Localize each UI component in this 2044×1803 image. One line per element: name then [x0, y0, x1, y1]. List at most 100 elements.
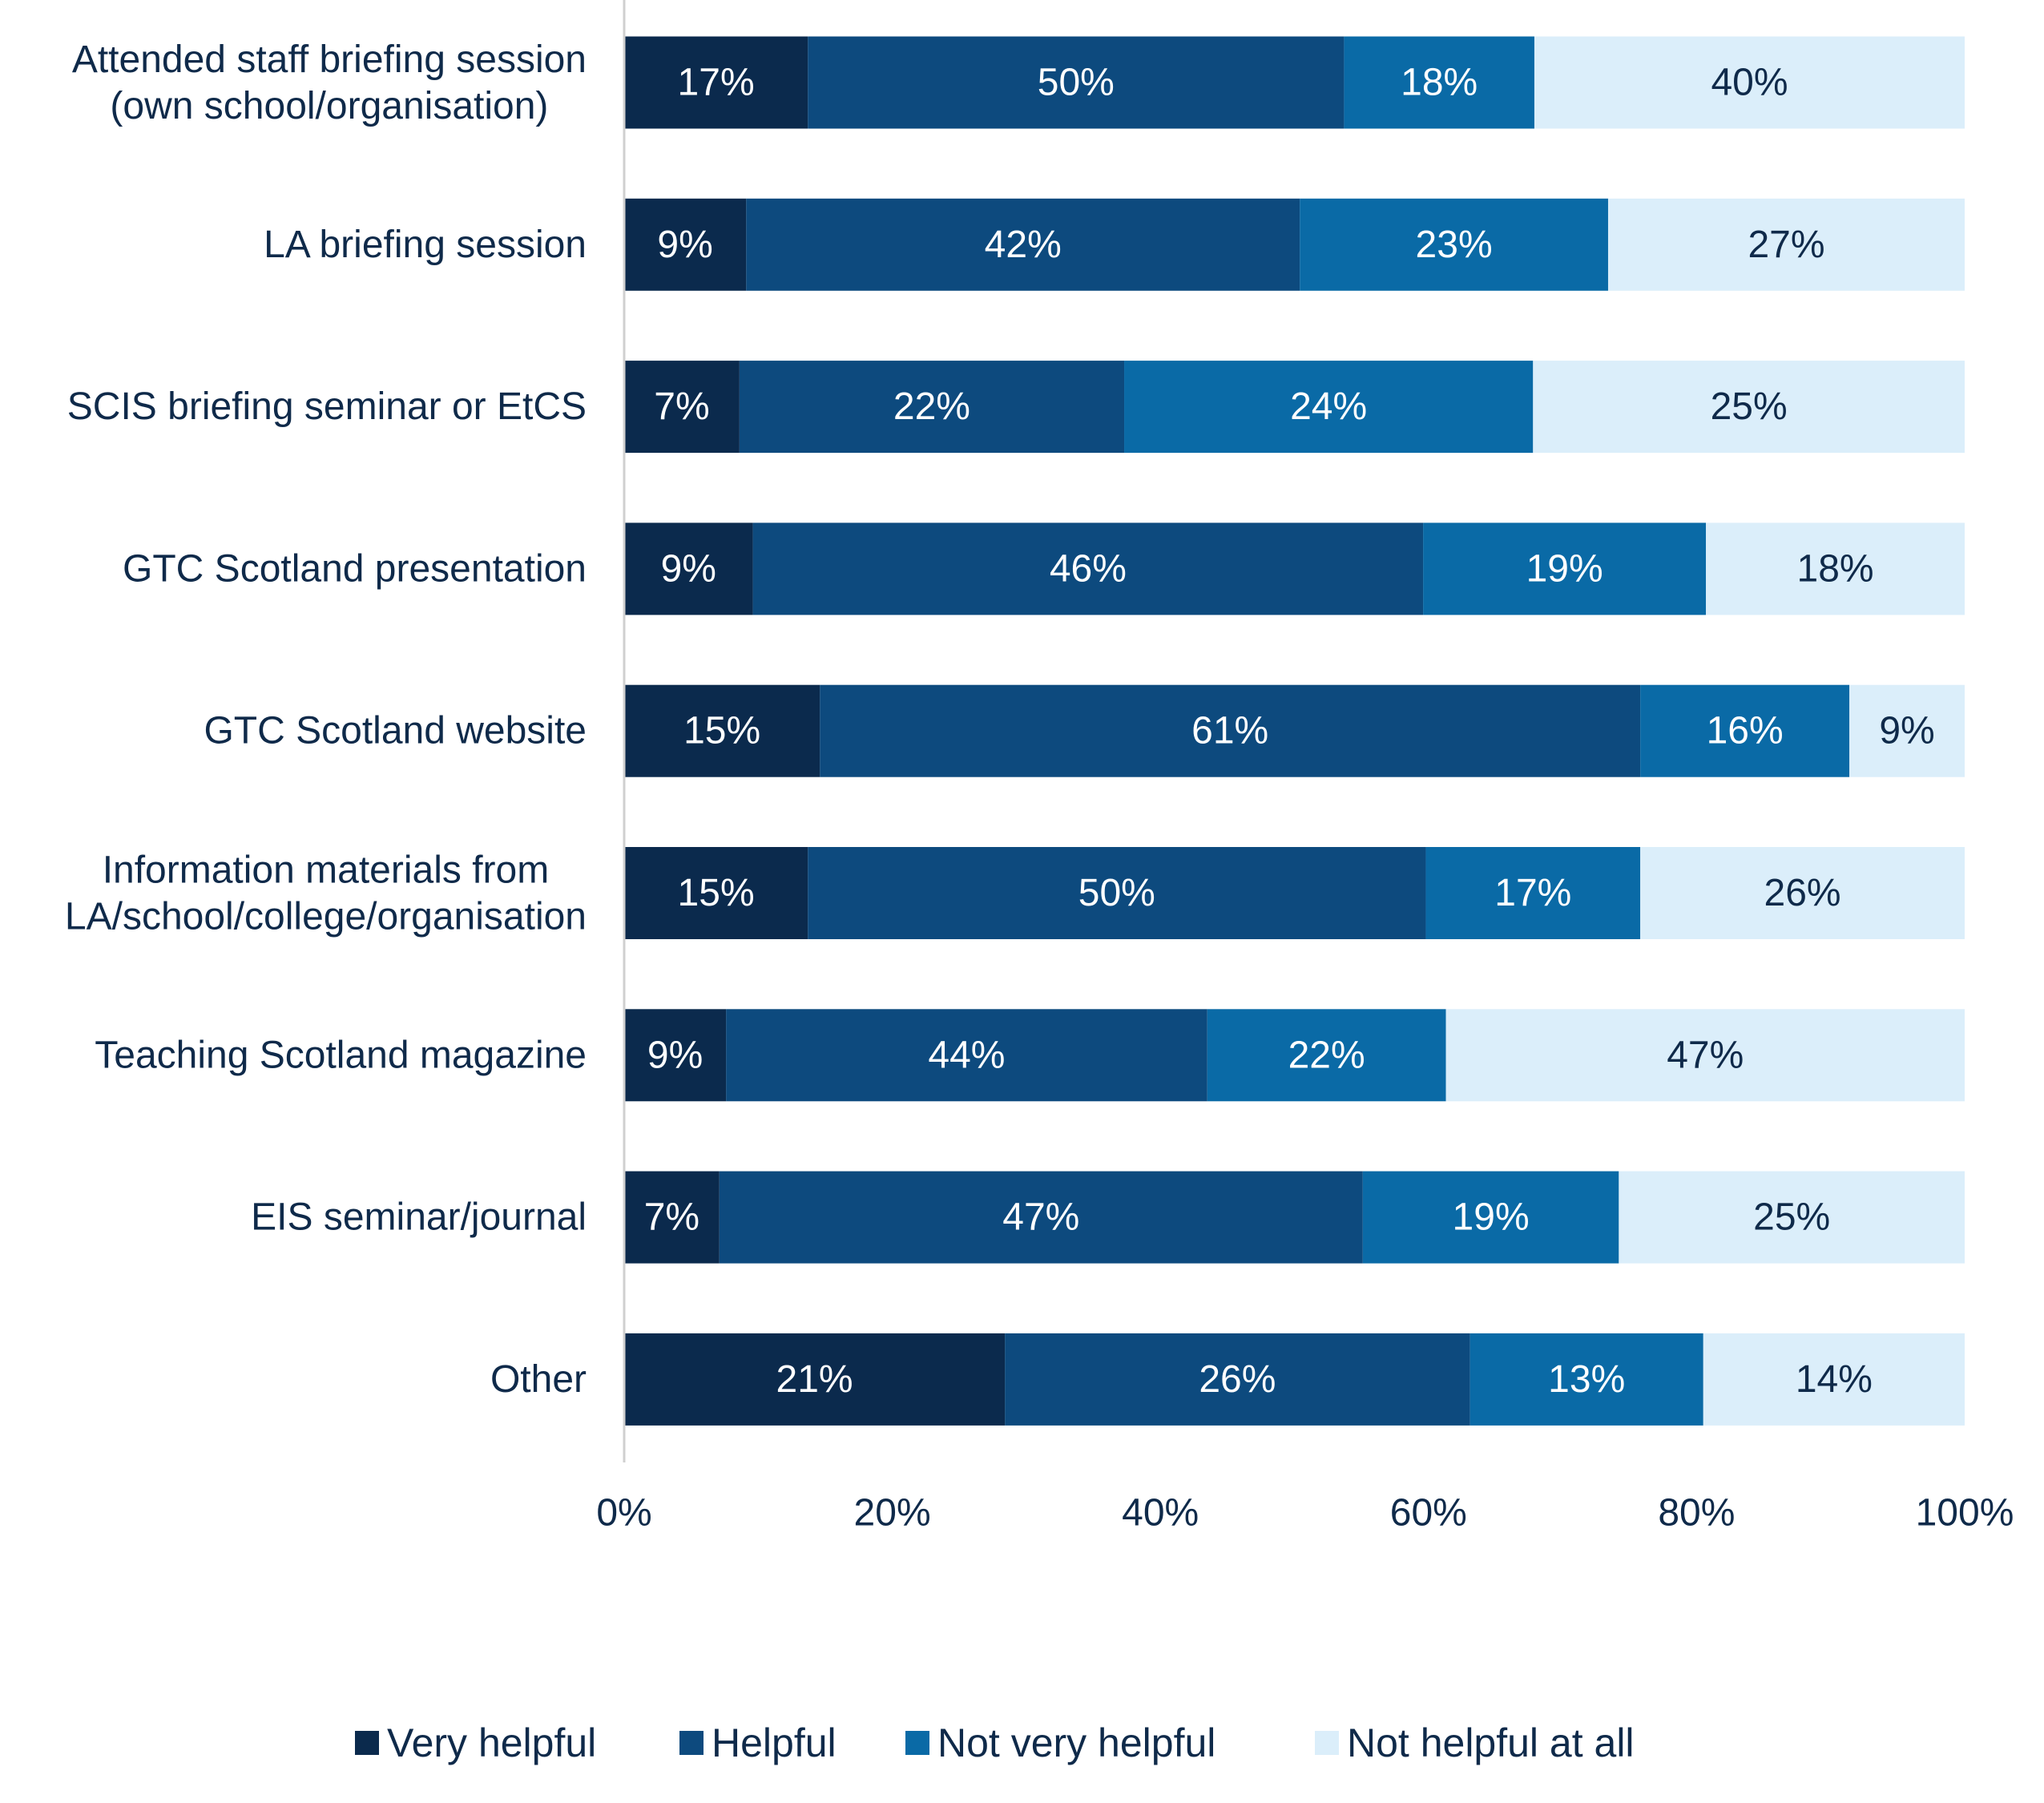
x-tick-label: 20% — [854, 1492, 931, 1535]
x-tick-label: 80% — [1658, 1492, 1735, 1535]
category-label: Other — [490, 1358, 587, 1401]
bar-data-label: 15% — [683, 710, 760, 752]
bar-data-label: 21% — [776, 1358, 853, 1401]
bar-data-label: 50% — [1078, 872, 1155, 914]
bar-segment — [624, 1171, 720, 1264]
bar-segment — [1534, 36, 1965, 129]
bar-data-label: 9% — [661, 547, 716, 590]
category-label: SCIS briefing seminar or EtCS — [67, 385, 587, 428]
x-tick-label: 100% — [1916, 1492, 2014, 1535]
category-label: LA briefing session — [264, 224, 587, 266]
bar-segment — [808, 847, 1426, 939]
category-label: GTC Scotland website — [204, 710, 587, 752]
bar-data-label: 25% — [1711, 385, 1788, 428]
legend-label: Helpful — [712, 1720, 837, 1765]
bar-segment — [752, 522, 1424, 615]
bar-segment — [1300, 198, 1608, 291]
bar-segment — [1423, 522, 1707, 615]
bar-segment — [1607, 198, 1965, 291]
bar-data-label: 9% — [1879, 710, 1934, 752]
bar-segment — [1533, 361, 1965, 454]
legend-swatch — [1315, 1731, 1339, 1755]
bar-data-label: 27% — [1748, 224, 1824, 266]
bar-data-label: 19% — [1453, 1196, 1530, 1239]
legend-label: Not very helpful — [937, 1720, 1216, 1765]
bar-data-label: 44% — [928, 1034, 1005, 1076]
bar-data-label: 50% — [1038, 62, 1115, 104]
bar-data-label: 23% — [1416, 224, 1493, 266]
legend: Very helpful Helpful Not very helpful Not h… — [355, 1720, 1635, 1765]
bar-data-label: 24% — [1290, 385, 1367, 428]
bar-segment — [808, 36, 1345, 129]
legend-swatch — [679, 1731, 704, 1755]
bar-segment — [1124, 361, 1534, 454]
bar-data-label: 61% — [1191, 710, 1268, 752]
category-label: Attended staff briefing session (own scho… — [72, 38, 587, 127]
category-label: Teaching Scotland magazine — [95, 1034, 587, 1076]
bar-labels-layer: 17% 50% 18% 40% 9% 42% 23% 27% 7% 22% 24% 25% 9% 46% 1… — [644, 62, 1935, 1401]
bar-segment — [624, 36, 808, 129]
legend-label: Not helpful at all — [1347, 1720, 1635, 1765]
bar-data-label: 9% — [647, 1034, 703, 1076]
bar-data-label: 17% — [1494, 872, 1571, 914]
bar-segment — [1706, 522, 1965, 615]
legend-label: Very helpful — [387, 1720, 596, 1765]
bar-data-label: 7% — [654, 385, 709, 428]
bar-segment — [1470, 1333, 1703, 1426]
bar-data-label: 26% — [1199, 1358, 1276, 1401]
legend-swatch — [355, 1731, 379, 1755]
bar-data-label: 47% — [1002, 1196, 1079, 1239]
x-tick-label: 0% — [596, 1492, 651, 1535]
bar-segment — [1640, 847, 1965, 939]
bar-segment — [624, 522, 753, 615]
bar-data-label: 15% — [678, 872, 755, 914]
category-label: EIS seminar/journal — [251, 1196, 587, 1239]
category-labels: Attended staff briefing session (own scho… — [65, 38, 587, 1401]
bar-segment — [1362, 1171, 1619, 1264]
category-label: Information materials from LA/school/coll… — [65, 849, 587, 938]
bar-data-label: 42% — [985, 224, 1062, 266]
bar-data-label: 26% — [1764, 872, 1841, 914]
bar-segment — [746, 198, 1300, 291]
bar-data-label: 16% — [1707, 710, 1784, 752]
bar-data-label: 7% — [644, 1196, 699, 1239]
bar-segment — [624, 684, 820, 777]
x-axis-tick-labels: 0% 20% 40% 60% 80% 100% — [596, 1492, 2014, 1535]
bar-segment — [1703, 1333, 1965, 1426]
bar-data-label: 18% — [1797, 547, 1874, 590]
bar-segment — [1425, 847, 1641, 939]
bar-segment — [624, 1333, 1006, 1426]
bar-segment — [1445, 1009, 1965, 1102]
bar-data-label: 9% — [657, 224, 712, 266]
x-tick-label: 40% — [1122, 1492, 1199, 1535]
legend-swatch — [905, 1731, 929, 1755]
bar-data-label: 22% — [893, 385, 970, 428]
bar-data-label: 19% — [1526, 547, 1603, 590]
bar-data-label: 40% — [1711, 62, 1788, 104]
bar-segment — [1207, 1009, 1446, 1102]
bar-segment — [1005, 1333, 1470, 1426]
bar-data-label: 47% — [1667, 1034, 1744, 1076]
category-label: GTC Scotland presentation — [123, 547, 587, 590]
bars-layer — [624, 36, 1965, 1426]
bar-data-label: 22% — [1288, 1034, 1365, 1076]
x-tick-label: 60% — [1390, 1492, 1467, 1535]
bar-segment — [624, 198, 747, 291]
bar-data-label: 13% — [1548, 1358, 1625, 1401]
bar-data-label: 18% — [1401, 62, 1478, 104]
bar-segment — [624, 361, 740, 454]
bar-segment — [820, 684, 1641, 777]
bar-segment — [1849, 684, 1965, 777]
bar-segment — [726, 1009, 1207, 1102]
bar-data-label: 14% — [1796, 1358, 1873, 1401]
bar-data-label: 25% — [1753, 1196, 1830, 1239]
bar-segment — [719, 1171, 1363, 1264]
bar-segment — [1344, 36, 1534, 129]
bar-segment — [739, 361, 1125, 454]
bar-segment — [1640, 684, 1850, 777]
bar-segment — [1619, 1171, 1965, 1264]
bar-segment — [624, 1009, 727, 1102]
bar-segment — [624, 847, 808, 939]
bar-data-label: 46% — [1050, 547, 1127, 590]
